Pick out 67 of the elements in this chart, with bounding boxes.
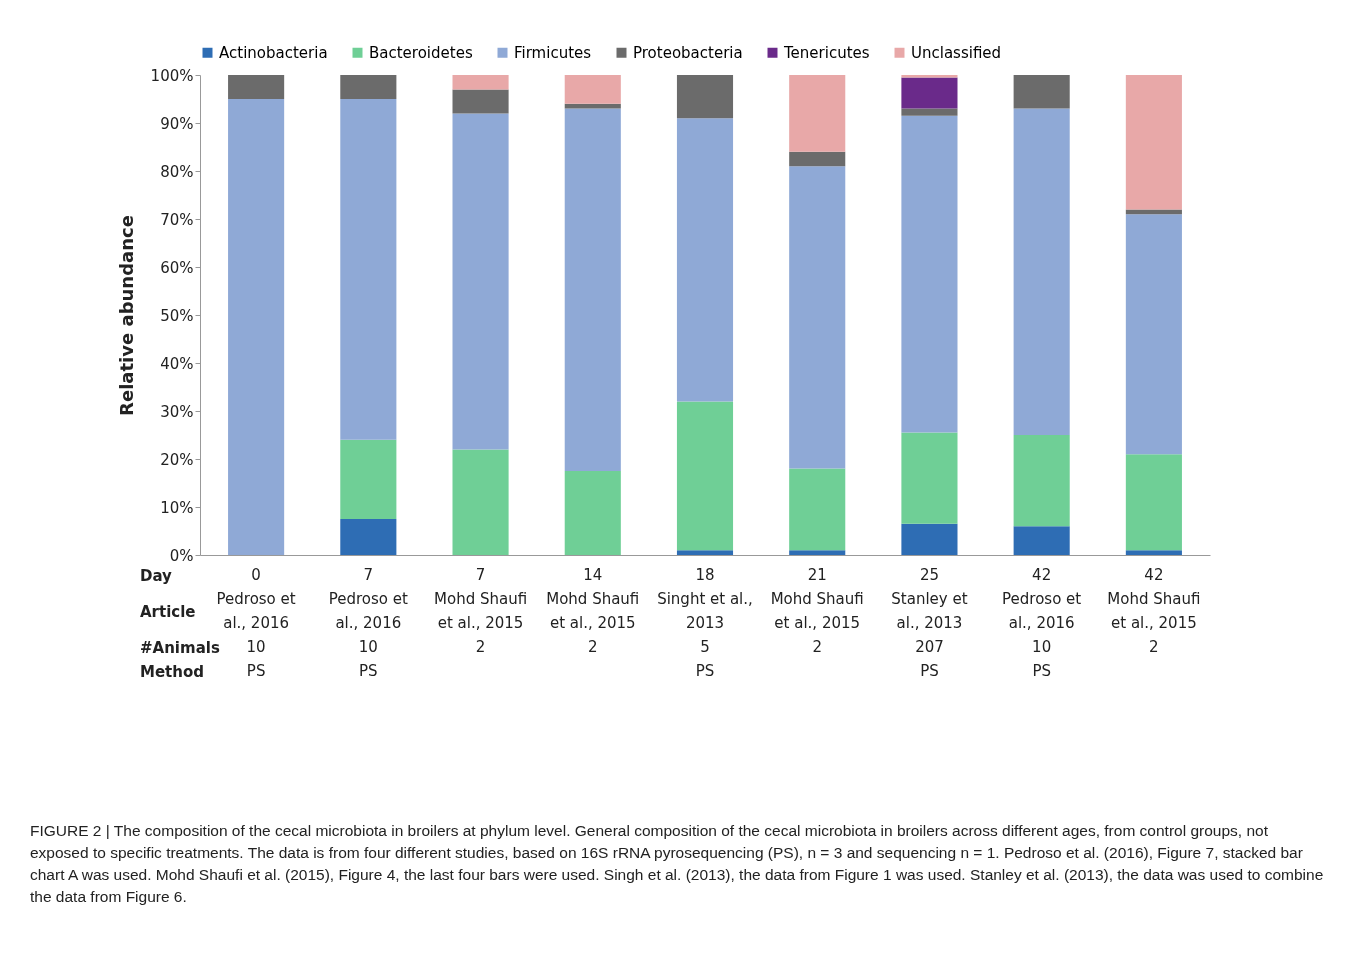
legend-label: Actinobacteria <box>219 43 328 62</box>
x-tick-label: 18 Singht et al., 2013 5 PS <box>657 565 753 680</box>
bar <box>789 468 846 551</box>
bar <box>901 432 958 524</box>
bar <box>901 115 958 433</box>
bar <box>564 108 621 471</box>
bar <box>1125 75 1182 210</box>
bar <box>564 75 621 104</box>
x-tick-label: 42 Pedroso et al., 2016 10 PS <box>1002 565 1082 680</box>
bar <box>1013 75 1070 109</box>
bar <box>228 99 285 555</box>
bar <box>564 471 621 555</box>
bar <box>452 89 509 114</box>
bar <box>676 75 734 119</box>
text: Article <box>140 603 196 621</box>
caption: FIGURE 2 | The composition of the cecal microbiota in broilers at phylum level. General composition of the cecal microbiota in broilers across different ages, from control groups, not exposed to specific treatments. The data is from four different studies, based on 16S rRNA pyrosequencing (PS), n = 3 and sequencing n = 1. Pedroso et al. (2016), Figure 7, stacked bar chart A was used. Mohd Shaufi et al. (2015), Figure 4, the last four bars were used. Singh et al. (2013), the data from Figure 1 was used. Stanley et al. (2013), the data was used to combine the data from Figure 6. <box>30 821 1325 907</box>
bar <box>676 118 734 402</box>
bar <box>452 113 509 450</box>
bar <box>789 75 846 152</box>
bar <box>789 550 846 555</box>
y-axis-title: Relative abundance <box>115 215 137 416</box>
bar <box>901 523 958 555</box>
bar <box>1125 209 1182 215</box>
bar <box>1125 550 1182 555</box>
y-tick-label: 10% <box>160 498 194 517</box>
bar <box>228 75 285 99</box>
x-tick-label: 7 Pedroso et al., 2016 10 PS <box>328 565 409 680</box>
bar <box>340 75 397 99</box>
legend-label: Proteobacteria <box>633 43 743 62</box>
bar <box>340 439 397 519</box>
x-tick-label: 7 Mohd Shaufi et al., 2015 2 <box>434 565 528 656</box>
legend-label: Tenericutes <box>783 43 870 62</box>
bar <box>1125 214 1182 455</box>
bar <box>452 75 509 90</box>
bar <box>452 449 509 555</box>
y-tick-label: 50% <box>160 306 194 325</box>
text: Day <box>140 567 172 585</box>
x-tick-label: 14 Mohd Shaufi et al., 2015 2 <box>546 565 640 656</box>
bar <box>901 108 958 116</box>
bar <box>1013 435 1070 527</box>
y-tick-label: 60% <box>160 258 194 277</box>
text: Method <box>140 663 204 681</box>
y-tick-label: 0% <box>169 546 194 565</box>
y-tick-label: 100% <box>150 66 194 85</box>
y-tick-label: 30% <box>160 402 194 421</box>
y-tick-label: 80% <box>160 162 194 181</box>
y-tick-label: 40% <box>160 354 194 373</box>
bar <box>676 401 734 551</box>
bar <box>1013 526 1070 555</box>
y-tick-label: 20% <box>160 450 194 469</box>
x-tick-label: 21 Mohd Shaufi et al., 2015 2 <box>770 565 864 656</box>
bar <box>340 519 397 555</box>
bar <box>1013 108 1070 435</box>
bar <box>789 166 846 469</box>
y-tick-label: 90% <box>160 114 194 133</box>
bar <box>564 103 621 109</box>
y-tick-label: 70% <box>160 210 194 229</box>
bar <box>340 99 397 440</box>
x-tick-label: 25 Stanley et al., 2013 207 PS <box>891 565 968 680</box>
bar <box>676 550 734 555</box>
legend-label: Unclassified <box>911 43 1002 62</box>
bar <box>789 151 846 167</box>
x-tick-label: 42 Mohd Shaufi et al., 2015 2 <box>1107 565 1201 656</box>
bar <box>901 77 958 109</box>
legend-label: Bacteroidetes <box>369 43 473 62</box>
legend-label: Firmicutes <box>514 43 592 62</box>
bar <box>1125 454 1182 551</box>
